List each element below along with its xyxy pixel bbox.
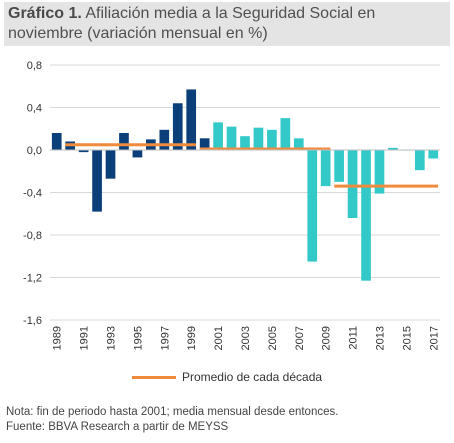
bar-2001	[213, 122, 223, 150]
y-tick-label: -1,2	[23, 273, 42, 285]
bar-2014	[388, 147, 398, 150]
bar-2008	[307, 150, 318, 262]
x-tick-label: 2007	[294, 326, 306, 350]
bar-2004	[253, 127, 264, 150]
footnote-note: Nota: fin de periodo hasta 2001; media m…	[6, 406, 339, 418]
x-tick-label: 2003	[240, 326, 252, 350]
bar-2006	[280, 118, 291, 150]
x-tick-label: 1995	[132, 326, 144, 350]
chart-area: 0,8 0,4 0,0 -0,4 -0,8 -1,2 -1,6 1989 1991 1993 199…	[0, 50, 454, 396]
bar-1995	[132, 150, 143, 158]
bar-2012	[361, 150, 371, 281]
chart-title-text: Afiliación media a la Seguridad Social e…	[8, 5, 376, 42]
bar-1993	[105, 150, 116, 179]
legend-swatch-average	[131, 375, 176, 379]
y-tick-label: 0,0	[27, 145, 42, 157]
bar-2007	[293, 138, 304, 150]
x-tick-label: 1999	[186, 326, 198, 350]
x-tick-label: 2001	[213, 326, 225, 350]
bar-1997	[159, 129, 170, 150]
legend-label-average: Promedio de cada década	[181, 370, 323, 384]
bar-2002	[226, 126, 237, 150]
bar-1991	[78, 150, 89, 153]
chart-title: Gráfico 1. Afiliación media a la Segurid…	[4, 2, 450, 46]
x-tick-label: 2013	[374, 326, 386, 350]
bar-2011	[347, 150, 358, 218]
x-tick-label: 1989	[52, 326, 64, 350]
bar-1989	[51, 133, 62, 150]
bar-2013	[374, 150, 385, 194]
y-tick-label: -1,6	[23, 315, 42, 327]
x-tick-label: 2011	[348, 326, 360, 350]
bar-2005	[267, 129, 277, 150]
x-tick-label: 1997	[159, 326, 171, 350]
x-tick-label: 2005	[267, 326, 279, 350]
bar-2009	[320, 150, 331, 187]
legend: Promedio de cada década	[0, 370, 454, 384]
bar-2003	[240, 136, 250, 150]
bar-2010	[334, 150, 344, 182]
chart-title-lead: Gráfico 1.	[8, 5, 82, 22]
bar-1994	[119, 133, 129, 150]
bar-2017	[428, 150, 439, 159]
bar-1992	[92, 150, 102, 212]
x-tick-label: 1993	[106, 326, 118, 350]
footnote-source: Fuente: BBVA Research a partir de MEYSS	[6, 421, 229, 433]
y-tick-label: -0,8	[23, 230, 42, 242]
x-tick-label: 2009	[321, 326, 333, 350]
footnote: Nota: fin de periodo hasta 2001; media m…	[6, 405, 452, 435]
bar-2000	[199, 138, 210, 150]
bar-chart: 0,8 0,4 0,0 -0,4 -0,8 -1,2 -1,6 1989 1991 1993 199…	[23, 60, 440, 350]
y-tick-label: -0,4	[23, 188, 42, 200]
bar-2016	[414, 150, 425, 171]
bar-1998	[172, 103, 183, 150]
x-tick-label: 2017	[428, 326, 440, 350]
x-tick-label: 1991	[79, 326, 91, 350]
bar-1999	[186, 89, 197, 150]
y-tick-label: 0,8	[27, 60, 42, 72]
y-tick-label: 0,4	[27, 103, 42, 115]
x-tick-label: 2015	[401, 326, 413, 350]
